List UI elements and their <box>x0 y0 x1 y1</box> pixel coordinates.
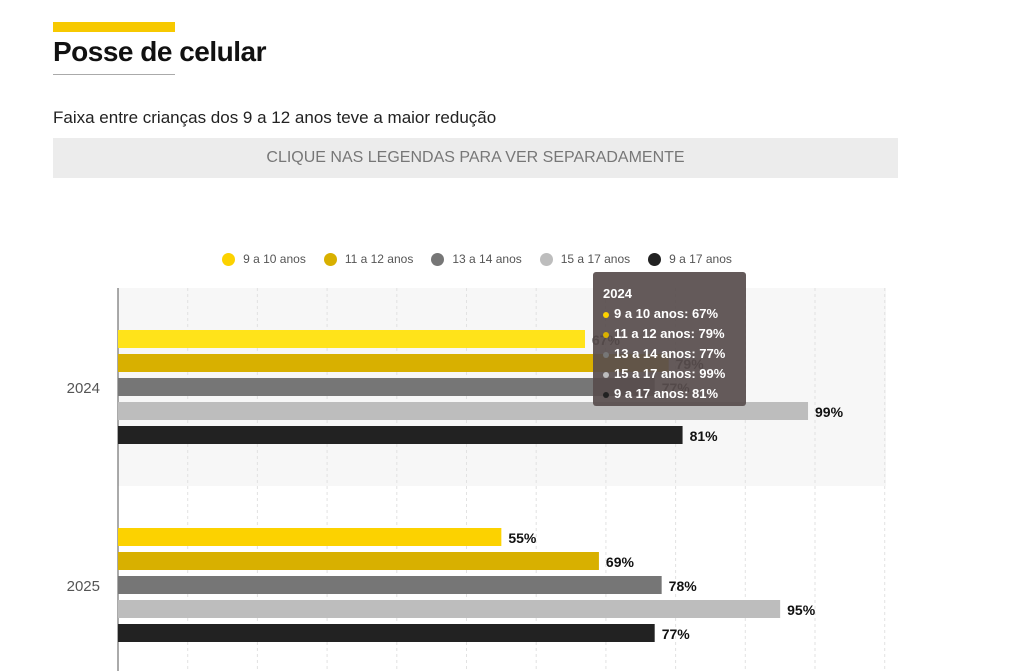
chart-legend: 9 a 10 anos 11 a 12 anos 13 a 14 anos 15 a … <box>0 252 1024 266</box>
tooltip-row: 9 a 10 anos: 67% <box>603 304 746 324</box>
data-label: 95% <box>787 602 816 618</box>
legend-dot-icon <box>431 252 445 266</box>
title-underline <box>53 74 175 75</box>
category-label: 2025 <box>67 578 100 595</box>
tooltip-text: 11 a 12 anos: 79% <box>614 326 725 341</box>
data-label: 55% <box>508 530 537 546</box>
legend-label: 9 a 17 anos <box>669 252 732 266</box>
legend-label: 11 a 12 anos <box>344 252 414 266</box>
bar <box>118 552 599 570</box>
chart-subtitle: Faixa entre crianças dos 9 a 12 anos tev… <box>53 108 497 127</box>
series-dot-icon <box>603 391 609 398</box>
tooltip-row: 9 a 17 anos: 81% <box>603 384 746 404</box>
legend-label: 9 a 10 anos <box>243 252 306 266</box>
legend-dot-icon <box>539 252 553 266</box>
series-dot-icon <box>603 351 609 358</box>
legend-item[interactable]: 11 a 12 anos <box>323 252 414 266</box>
data-label: 99% <box>815 404 844 420</box>
bar <box>118 624 655 642</box>
tooltip-row: 15 a 17 anos: 99% <box>603 364 746 384</box>
legend-item[interactable]: 9 a 17 anos <box>648 252 732 266</box>
data-label: 81% <box>690 428 719 444</box>
legend-item[interactable]: 9 a 10 anos <box>222 252 306 266</box>
data-label: 77% <box>662 626 691 642</box>
title-accent-bar <box>53 22 175 32</box>
bar <box>118 330 585 348</box>
data-label: 69% <box>606 554 635 570</box>
bar <box>118 378 655 396</box>
data-label: 78% <box>669 578 698 594</box>
legend-hint: CLIQUE NAS LEGENDAS PARA VER SEPARADAMEN… <box>53 138 898 178</box>
bar <box>118 354 669 372</box>
legend-dot-icon <box>648 252 662 266</box>
legend-dot-icon <box>323 252 337 266</box>
page-title: Posse de celular <box>53 36 267 67</box>
series-dot-icon <box>603 311 609 318</box>
tooltip-row: 13 a 14 anos: 77% <box>603 344 746 364</box>
legend-label: 15 a 17 anos <box>560 252 631 266</box>
bar <box>118 426 683 444</box>
tooltip: 2024 9 a 10 anos: 67% 11 a 12 anos: 79% 13… <box>593 272 746 406</box>
bar <box>118 576 662 594</box>
series-dot-icon <box>603 371 609 378</box>
bar <box>118 402 809 420</box>
series-dot-icon <box>603 331 609 338</box>
legend-dot-icon <box>222 252 236 266</box>
legend-label: 13 a 14 anos <box>452 252 522 266</box>
tooltip-text: 9 a 10 anos: 67% <box>614 306 719 321</box>
bar <box>118 600 781 618</box>
tooltip-text: 9 a 17 anos: 81% <box>614 386 719 401</box>
bar <box>118 528 502 546</box>
legend-item[interactable]: 13 a 14 anos <box>431 252 522 266</box>
tooltip-row: 11 a 12 anos: 79% <box>603 324 746 344</box>
tooltip-text: 15 a 17 anos: 99% <box>614 366 726 381</box>
legend-item[interactable]: 15 a 17 anos <box>539 252 631 266</box>
tooltip-title: 2024 <box>603 286 632 301</box>
tooltip-text: 13 a 14 anos: 77% <box>614 346 726 361</box>
category-label: 2024 <box>67 380 100 397</box>
